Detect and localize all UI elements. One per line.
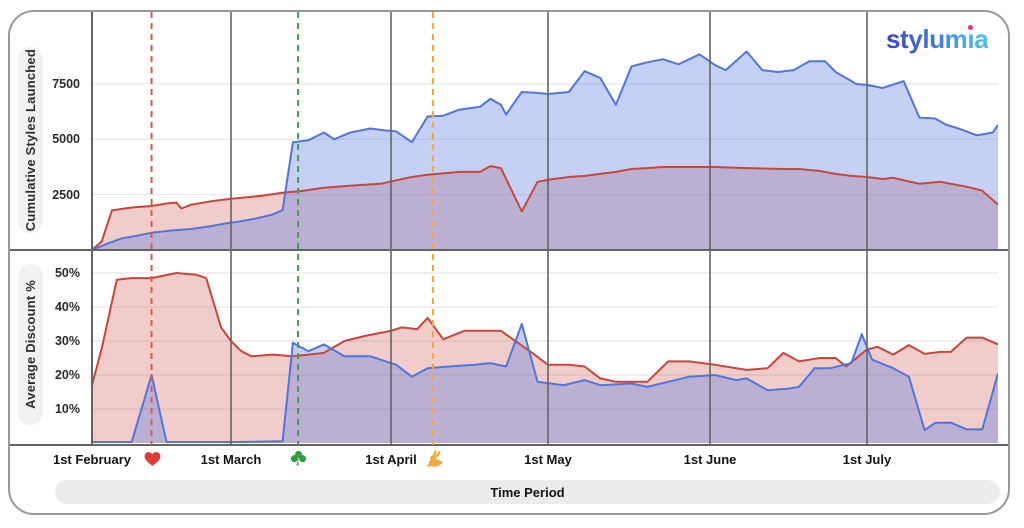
x-tick-1st-july: 1st July: [842, 452, 892, 467]
styles-launched-panel[interactable]: [92, 50, 998, 251]
value-gridlines: [92, 83, 998, 410]
y-tick-30pct: 30%: [54, 334, 80, 348]
stylumia-logo: stylumıa: [886, 24, 989, 54]
x-axis-title: Time Period: [490, 484, 565, 500]
series-red-line: [92, 165, 998, 251]
x-tick-1st-february: 1st February: [52, 452, 132, 467]
series-blue-area: [92, 51, 998, 250]
series-red-area: [92, 166, 998, 250]
chart-frame: [10, 12, 1008, 446]
y-tick-50pct: 50%: [54, 266, 80, 280]
y-tick-5000: 5000: [52, 132, 80, 147]
discount-panel[interactable]: [92, 272, 998, 443]
y-tick-40pct: 40%: [54, 300, 80, 314]
y-tick-10pct: 10%: [54, 402, 80, 416]
rabbit-icon: [424, 449, 443, 468]
logo-i-dot: [968, 25, 974, 30]
series-red-area: [92, 273, 998, 443]
x-tick-1st-april: 1st April: [365, 452, 417, 467]
series-red-line: [92, 272, 998, 386]
shamrock-icon: [289, 449, 308, 468]
y-tick-20pct: 20%: [54, 368, 80, 382]
chart-card: [8, 10, 1010, 515]
heart-icon: [143, 449, 162, 468]
x-tick-1st-may: 1st May: [524, 452, 572, 467]
y-tick-7500: 7500: [52, 77, 80, 91]
y-axis-label-pill-top: Cumulative Styles Launched: [18, 47, 43, 233]
x-tick-1st-march: 1st March: [200, 452, 262, 467]
series-blue-line: [92, 323, 998, 443]
x-axis-title-pill: Time Period: [55, 480, 1000, 504]
series-blue-line: [92, 50, 998, 251]
y-axis-label-pill-bottom: Average Discount %: [18, 264, 43, 425]
y-tick-2500: 2500: [52, 187, 80, 202]
x-tick-1st-june: 1st June: [683, 452, 737, 467]
